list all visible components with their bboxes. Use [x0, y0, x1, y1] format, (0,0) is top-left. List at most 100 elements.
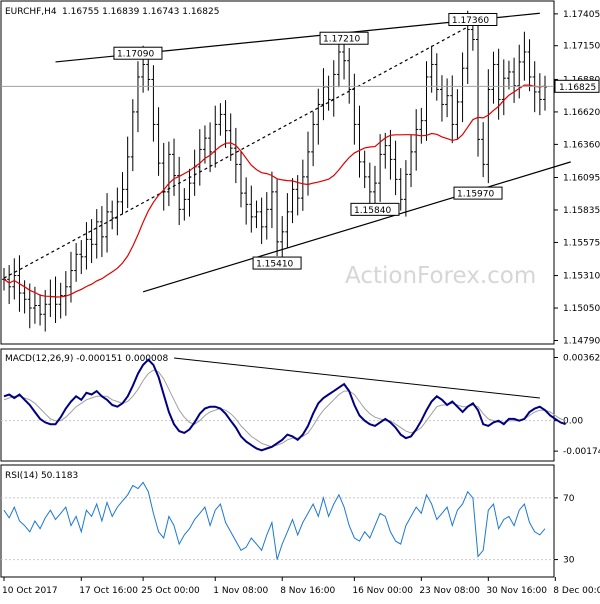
rsi-lines — [1, 481, 554, 561]
rsi-ytick-label-1: 30 — [563, 556, 575, 566]
macd-y-axis: 0.003627 0.00 -0.001748 — [554, 353, 600, 457]
price-candle-20 — [105, 193, 110, 253]
macd-ytick-label-1: 0.00 — [563, 417, 583, 427]
x-tick-label-6: 23 Nov 08:00 — [419, 586, 480, 596]
annotation-box-3 — [252, 256, 302, 270]
price-ytick-label-0: 1.17405 — [563, 10, 600, 20]
price-candle-22 — [115, 187, 120, 236]
annotation-3: 1.15410 — [252, 256, 302, 270]
price-y-axis: 1.174051.171501.168801.166201.163601.160… — [554, 10, 600, 347]
price-candle-96 — [496, 48, 501, 120]
price-candle-70 — [362, 150, 367, 189]
price-candle-33 — [172, 138, 177, 196]
price-candle-99 — [512, 57, 517, 103]
price-candle-68 — [352, 73, 357, 145]
price-candle-21 — [110, 200, 115, 230]
price-candle-93 — [481, 122, 486, 178]
price-candle-15 — [79, 240, 84, 275]
x-tick-label-5: 16 Nov 00:00 — [352, 586, 413, 596]
price-candle-51 — [264, 192, 269, 240]
price-candle-94 — [486, 69, 491, 184]
price-candle-89 — [460, 52, 465, 123]
annotation-label-4: 1.15840 — [354, 206, 391, 216]
price-candle-12 — [63, 271, 68, 316]
price-ytick-label-1: 1.17150 — [563, 42, 600, 52]
price-candle-97 — [501, 59, 506, 116]
price-candle-71 — [367, 162, 372, 210]
macd-ytick-label-0: 0.003627 — [563, 353, 600, 363]
price-candle-60 — [311, 111, 316, 167]
ohlc-readout: 1.16755 1.16839 1.16743 1.16825 — [62, 7, 219, 17]
price-candle-81 — [419, 107, 424, 144]
price-candle-2 — [12, 258, 17, 300]
annotation-box-4 — [350, 202, 400, 216]
price-candle-46 — [239, 151, 244, 208]
price-candle-86 — [445, 78, 450, 118]
annotation-box-2 — [448, 12, 498, 26]
price-candle-52 — [269, 171, 274, 229]
price-trendline-1 — [142, 161, 571, 293]
price-candle-36 — [187, 168, 192, 217]
price-candle-16 — [84, 222, 89, 270]
price-candle-62 — [321, 68, 326, 121]
rsi-ytick-label-0: 70 — [563, 494, 575, 504]
price-candle-67 — [347, 47, 352, 104]
x-tick-label-2: 25 Oct 00:00 — [141, 586, 200, 596]
price-candle-101 — [522, 31, 527, 81]
rsi-pane: RSI(14) 50.1183 70 30 — [0, 464, 575, 578]
price-ytick-label-5: 1.16095 — [563, 173, 600, 183]
last-price-label: 1.16825 — [559, 83, 596, 93]
price-candle-24 — [125, 136, 130, 209]
price-candle-74 — [383, 132, 388, 169]
price-candle-64 — [331, 60, 336, 117]
annotation-label-5: 1.15970 — [457, 190, 494, 200]
x-tick-label-8: 8 Dec 00:00 — [553, 586, 600, 596]
price-candle-98 — [506, 60, 511, 90]
price-candle-42 — [218, 103, 223, 136]
price-candle-31 — [161, 142, 166, 211]
price-ytick-label-4: 1.16360 — [563, 140, 600, 150]
price-candle-56 — [290, 178, 295, 224]
price-candle-45 — [233, 127, 238, 184]
price-candle-55 — [285, 193, 290, 248]
price-candle-80 — [414, 109, 419, 171]
annotation-1: 1.17210 — [319, 31, 369, 45]
price-candle-76 — [393, 140, 398, 196]
price-ytick-label-8: 1.15310 — [563, 272, 600, 282]
price-ytick-label-7: 1.15575 — [563, 238, 600, 248]
price-candle-7 — [38, 294, 43, 326]
annotation-2: 1.17360 — [448, 12, 498, 26]
price-candle-61 — [316, 88, 321, 145]
price-candle-14 — [74, 243, 79, 282]
price-candle-17 — [89, 219, 94, 264]
price-candle-19 — [99, 206, 104, 258]
price-candle-23 — [120, 172, 125, 215]
price-candle-75 — [388, 129, 393, 180]
annotation-label-1: 1.17210 — [323, 35, 360, 45]
price-candle-77 — [398, 168, 403, 211]
price-candle-48 — [249, 185, 254, 233]
price-candle-39 — [202, 125, 207, 164]
price-pane-frame — [0, 0, 555, 345]
price-candle-102 — [527, 39, 532, 92]
last-price: 1.16825 — [1, 79, 600, 93]
price-trendline-2 — [3, 26, 468, 279]
x-tick-label-1: 17 Oct 16:00 — [79, 586, 138, 596]
price-candle-79 — [409, 134, 414, 188]
annotation-4: 1.15840 — [350, 202, 400, 216]
price-candle-35 — [182, 188, 187, 221]
macd-trendline — [173, 357, 540, 399]
price-candle-58 — [300, 159, 305, 211]
price-candle-78 — [403, 160, 408, 217]
price-candle-29 — [151, 65, 156, 142]
x-axis: 10 Oct 2017 17 Oct 16:00 25 Oct 00:00 1 Nov… — [2, 577, 600, 596]
price-sma — [3, 84, 546, 298]
price-candle-53 — [275, 179, 280, 257]
price-candle-44 — [228, 113, 233, 161]
price-annotations: 1.17090 1.17210 1.17360 1.15410 1.15840 1.159… — [113, 12, 503, 270]
annotation-label-2: 1.17360 — [452, 16, 489, 26]
last-price-box — [554, 79, 600, 93]
price-candle-83 — [429, 45, 434, 93]
